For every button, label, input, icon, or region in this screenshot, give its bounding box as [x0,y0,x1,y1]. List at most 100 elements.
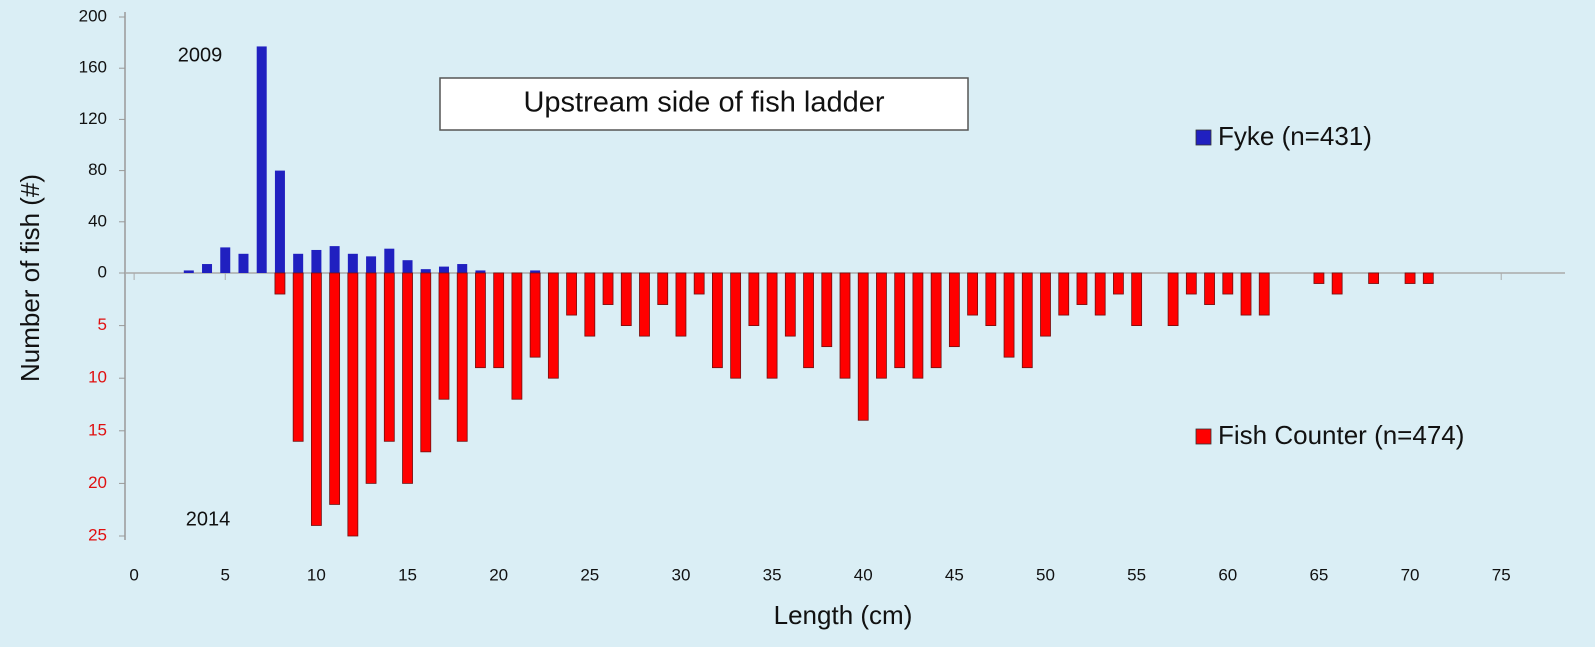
bar [1185,272,1197,295]
bar [967,272,978,316]
bar [456,272,468,442]
bar [530,270,541,273]
bar [511,272,523,400]
y-tick-label: 40 [88,211,107,230]
bar [930,272,942,369]
bar [1113,272,1124,295]
title-box [439,77,969,131]
bar [602,272,614,305]
bar [1040,272,1051,337]
bar [420,269,431,273]
bar [803,272,814,369]
y2-tick-label: 10 [88,368,107,387]
bar [402,272,413,484]
chart-title: Upstream side of fish ladder [523,87,884,119]
bar [292,272,304,442]
bar [894,272,906,369]
y-tick-label: 80 [88,160,107,179]
bar [912,272,924,379]
bar [1021,272,1033,369]
bar [402,260,413,273]
bar [1131,272,1143,326]
bar [547,272,559,379]
bar [1422,272,1434,284]
x-tick-label: 25 [580,565,599,584]
bar [475,272,486,369]
bar [274,170,285,273]
y-tick-label: 200 [79,6,107,25]
x-tick-label: 65 [1309,565,1328,584]
bar [821,272,833,348]
x-axis-label: Length (cm) [774,600,913,630]
x-tick-label: 50 [1036,565,1055,584]
bar [383,272,395,442]
x-tick-label: 35 [763,565,782,584]
bar [420,272,432,453]
bar [657,272,669,305]
bar [839,272,851,379]
x-tick-label: 70 [1401,565,1420,584]
bar [493,272,505,369]
x-tick-label: 55 [1127,565,1146,584]
bar [730,272,742,379]
x-tick-label: 20 [489,565,508,584]
y-tick-label: 160 [79,58,107,77]
bar [1222,272,1234,295]
legend-label: Fyke (n=431) [1218,121,1372,151]
bar [1313,272,1325,284]
bar [202,264,213,273]
bar [293,253,304,273]
bar [347,272,359,537]
bar [475,270,486,273]
legend-swatch [1195,428,1212,445]
bar [529,272,541,358]
x-tick-label: 40 [854,565,873,584]
bar [1003,272,1015,358]
bar [675,272,687,337]
x-tick-label: 45 [945,565,964,584]
bar [620,272,632,326]
bar [1331,272,1343,295]
bar [584,272,596,337]
y-tick-label: 120 [79,109,107,128]
legend-swatch [1195,129,1212,146]
bar [1167,272,1179,326]
y2-tick-label: 20 [88,473,107,492]
x-tick-label: 75 [1492,565,1511,584]
x-tick-label: 15 [398,565,417,584]
y-axis-label: Number of fish (#) [15,174,45,382]
x-tick-label: 60 [1218,565,1237,584]
bar [1094,272,1106,316]
bar [438,266,449,273]
bar [311,249,322,273]
y2-tick-label: 5 [98,315,107,334]
bar [712,272,723,369]
bar [1258,272,1270,316]
bar [366,256,377,273]
y2-tick-label: 25 [88,525,107,544]
bar [1240,272,1252,316]
bar [220,247,231,273]
bar [274,272,286,295]
bar [948,272,960,348]
bar [256,46,267,273]
legend-label: Fish Counter (n=474) [1218,420,1464,450]
x-tick-label: 0 [129,565,138,584]
bar [183,270,194,273]
bar [693,272,705,295]
bar [457,264,468,273]
x-tick-label: 5 [221,565,230,584]
bar [876,272,887,379]
bar [329,246,340,273]
x-tick-label: 10 [307,565,326,584]
bar [347,253,358,273]
bar [438,272,450,400]
bar [1058,272,1070,316]
bar [238,253,249,273]
bar [365,272,377,484]
bar [1368,272,1380,284]
bar [384,248,395,273]
x-tick-label: 30 [671,565,690,584]
bar [329,272,341,505]
